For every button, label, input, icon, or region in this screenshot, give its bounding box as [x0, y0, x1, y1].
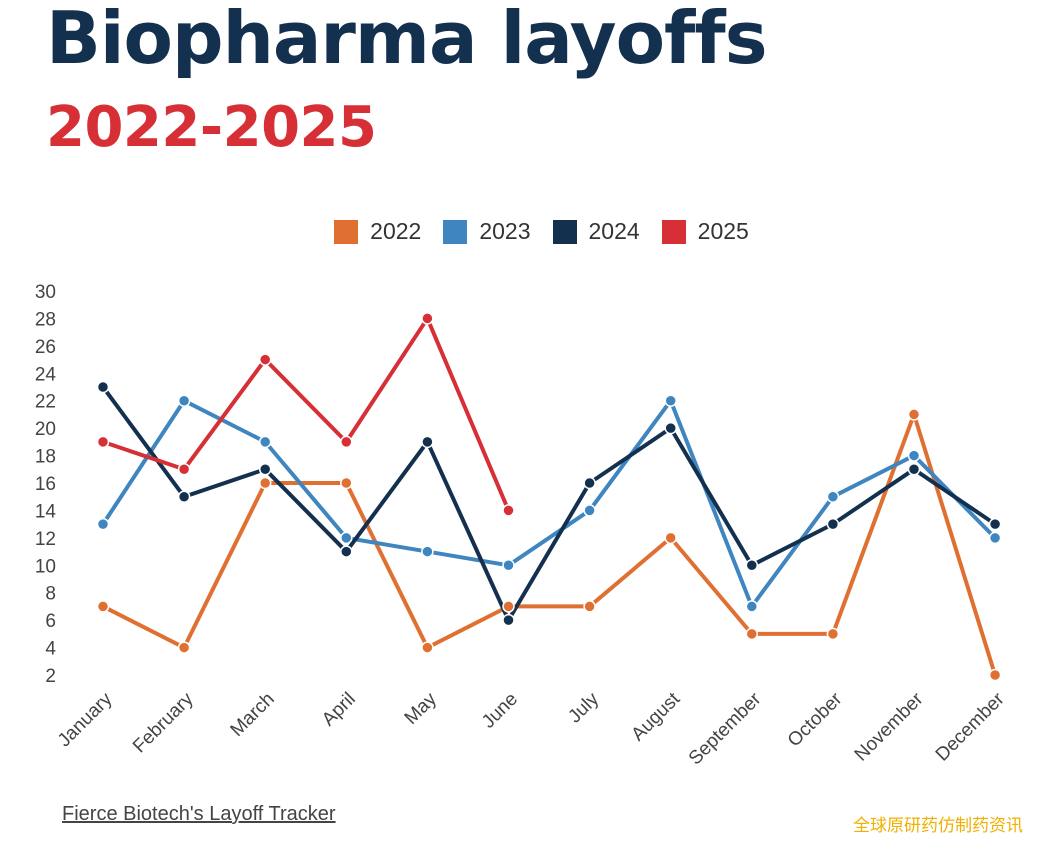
- legend-swatch-2022: [334, 219, 359, 244]
- x-tick-label: February: [129, 688, 198, 757]
- data-point-2023-february[interactable]: [177, 394, 191, 407]
- series-lines: [101, 316, 998, 676]
- legend-item-2024[interactable]: 2024: [552, 218, 640, 245]
- data-point-2022-july[interactable]: [583, 600, 596, 613]
- series-line-2024: [101, 385, 997, 623]
- x-tick-label: May: [401, 688, 442, 729]
- data-point-2025-april[interactable]: [340, 435, 353, 449]
- y-tick-label: 6: [45, 611, 56, 632]
- data-point-2023-november[interactable]: [907, 449, 921, 462]
- legend-swatch-2025: [661, 219, 686, 244]
- data-point-2024-june[interactable]: [502, 613, 515, 627]
- data-point-2022-september[interactable]: [745, 627, 759, 641]
- y-tick-label: 30: [35, 282, 56, 303]
- x-tick-label: December: [932, 688, 1009, 765]
- data-point-2024-november[interactable]: [907, 463, 921, 476]
- x-tick-label: July: [564, 688, 603, 727]
- x-tick-label: April: [318, 689, 360, 731]
- data-point-2024-january[interactable]: [96, 380, 110, 394]
- data-point-2024-april[interactable]: [340, 545, 353, 558]
- data-point-2022-march[interactable]: [258, 476, 272, 490]
- legend-item-2025[interactable]: 2025: [661, 218, 749, 245]
- chart-subtitle: 2022-2025: [46, 95, 377, 160]
- data-point-2023-may[interactable]: [421, 545, 434, 558]
- legend: 2022 2023 2024 2025: [0, 218, 1043, 245]
- legend-swatch-2024: [552, 219, 577, 244]
- data-point-2023-july[interactable]: [583, 504, 596, 517]
- data-point-2023-october[interactable]: [826, 490, 840, 503]
- x-axis: January February March April May June July Augu…: [54, 688, 1009, 769]
- x-tick-label: January: [54, 688, 117, 751]
- data-point-2022-june[interactable]: [502, 600, 515, 613]
- data-point-2024-august[interactable]: [664, 421, 677, 435]
- data-point-2025-january[interactable]: [96, 435, 110, 449]
- y-tick-label: 20: [35, 419, 56, 440]
- y-tick-label: 4: [45, 639, 56, 660]
- series-line-2025: [102, 316, 511, 512]
- legend-label: 2022: [370, 218, 422, 244]
- x-tick-label: September: [685, 688, 766, 769]
- data-point-2023-september[interactable]: [745, 600, 759, 613]
- legend-label: 2023: [479, 218, 531, 244]
- data-point-2024-september[interactable]: [745, 559, 759, 572]
- legend-item-2022[interactable]: 2022: [334, 218, 421, 245]
- data-point-2023-march[interactable]: [258, 435, 272, 449]
- y-tick-label: 12: [35, 529, 56, 550]
- y-tick-label: 26: [35, 337, 56, 358]
- data-point-2023-january[interactable]: [96, 517, 110, 531]
- y-tick-label: 22: [35, 392, 56, 413]
- data-point-2022-april[interactable]: [340, 476, 353, 490]
- legend-item-2023[interactable]: 2023: [443, 218, 531, 245]
- x-tick-label: June: [478, 689, 522, 733]
- data-point-2025-february[interactable]: [177, 463, 191, 476]
- y-tick-label: 14: [35, 501, 57, 522]
- data-point-2022-february[interactable]: [177, 641, 191, 654]
- y-tick-label: 24: [35, 364, 57, 385]
- data-point-2024-march[interactable]: [258, 463, 272, 476]
- data-point-2022-august[interactable]: [664, 531, 677, 545]
- y-tick-label: 28: [35, 309, 56, 330]
- data-point-2025-march[interactable]: [258, 353, 272, 366]
- y-tick-label: 2: [45, 666, 56, 687]
- source-link[interactable]: Fierce Biotech's Layoff Tracker: [62, 803, 336, 825]
- data-point-2025-june[interactable]: [502, 504, 515, 517]
- data-point-2022-december[interactable]: [988, 668, 1002, 682]
- data-point-2024-july[interactable]: [583, 476, 596, 490]
- y-tick-label: 10: [35, 556, 56, 577]
- y-tick-label: 16: [35, 474, 56, 495]
- data-point-2022-may[interactable]: [421, 641, 434, 654]
- legend-label: 2024: [588, 218, 640, 244]
- data-point-2023-june[interactable]: [502, 559, 515, 572]
- data-point-2023-december[interactable]: [988, 531, 1002, 545]
- y-tick-label: 8: [45, 584, 56, 605]
- data-point-2023-august[interactable]: [664, 394, 677, 407]
- watermark: 全球原研药仿制药资讯: [853, 816, 1023, 835]
- x-tick-label: August: [628, 688, 685, 745]
- chart-title: Biopharma layoffs: [46, 0, 768, 80]
- legend-swatch-2023: [443, 219, 468, 244]
- data-point-2024-february[interactable]: [177, 490, 191, 503]
- data-point-2023-april[interactable]: [340, 531, 353, 545]
- legend-label: 2025: [697, 218, 749, 244]
- data-point-2022-november[interactable]: [907, 408, 921, 421]
- series-line-2022: [102, 412, 998, 676]
- series-line-2023: [101, 398, 997, 609]
- x-tick-label: March: [227, 689, 279, 741]
- data-point-2022-october[interactable]: [826, 627, 840, 641]
- y-tick-label: 18: [35, 447, 56, 468]
- data-point-2024-december[interactable]: [988, 517, 1002, 531]
- data-point-2022-january[interactable]: [96, 600, 110, 613]
- x-tick-label: November: [851, 688, 928, 765]
- data-point-2024-october[interactable]: [826, 517, 840, 531]
- series-points: [96, 312, 1002, 682]
- x-tick-label: October: [784, 688, 847, 751]
- data-point-2025-may[interactable]: [421, 312, 434, 325]
- data-point-2024-may[interactable]: [421, 435, 434, 449]
